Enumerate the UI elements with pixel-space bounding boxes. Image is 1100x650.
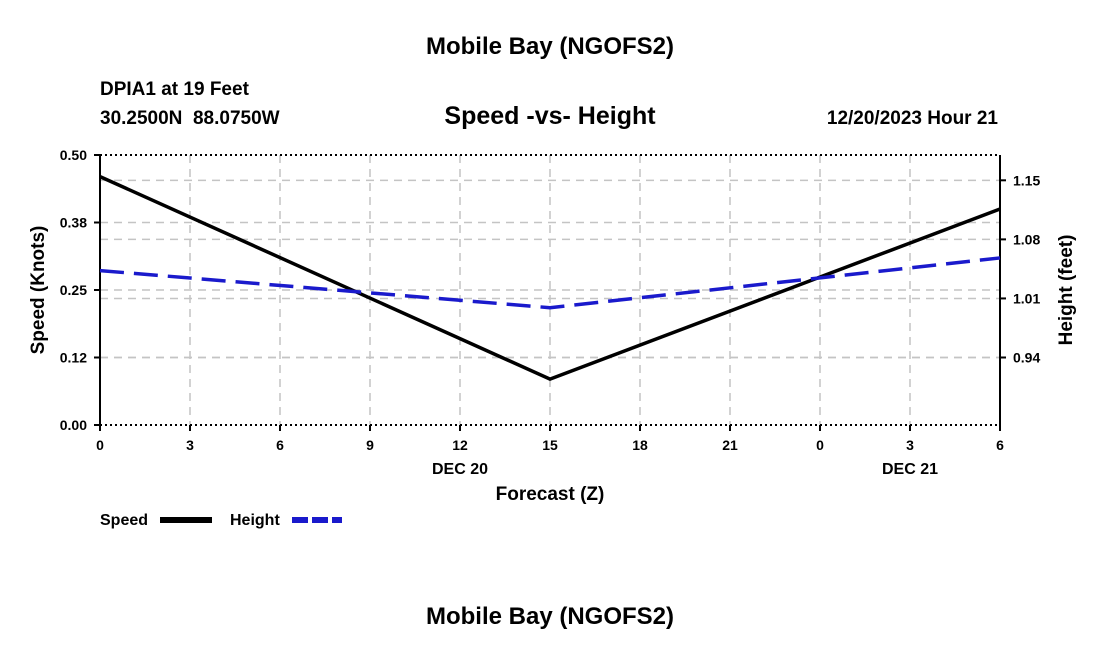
date-label: DEC 20 <box>432 461 488 478</box>
legend: Speed Height <box>100 512 342 529</box>
series-line-speed <box>99 175 1001 381</box>
series-lines <box>99 175 1001 381</box>
x-tick-label: 6 <box>996 437 1004 453</box>
x-tick-label: 3 <box>906 437 914 453</box>
y2-tick-label: 0.94 <box>1013 350 1040 366</box>
x-tick-label: 0 <box>816 437 824 453</box>
y2-tick-label: 1.01 <box>1013 290 1040 306</box>
y-tick-label: 0.50 <box>60 147 87 163</box>
y2-tick-label: 1.08 <box>1013 231 1040 247</box>
x-axis-label: Forecast (Z) <box>496 484 605 505</box>
coordinates-label: 30.2500N 88.0750W <box>100 108 280 129</box>
grid <box>100 155 1000 425</box>
footer-title: Mobile Bay (NGOFS2) <box>426 603 674 630</box>
x-tick-label: 6 <box>276 437 284 453</box>
x-tick-label: 15 <box>542 437 558 453</box>
y-tick-label: 0.00 <box>60 417 87 433</box>
x-tick-label: 9 <box>366 437 374 453</box>
y2-axis-label: Height (feet) <box>1056 235 1077 346</box>
legend-label-speed: Speed <box>100 512 148 529</box>
x-tick-label: 21 <box>722 437 738 453</box>
series-line-height <box>99 256 1001 310</box>
x-tick-label: 3 <box>186 437 194 453</box>
page-title: Mobile Bay (NGOFS2) <box>426 33 674 60</box>
date-label: DEC 21 <box>882 461 938 478</box>
forecast-datetime: 12/20/2023 Hour 21 <box>827 108 999 129</box>
y-tick-label: 0.12 <box>60 350 87 366</box>
chart-title: Speed -vs- Height <box>444 102 656 130</box>
y-tick-label: 0.38 <box>60 215 87 231</box>
x-tick-label: 0 <box>96 437 104 453</box>
x-tick-label: 12 <box>452 437 468 453</box>
axis-ticks: 0 3 6 9 12 15 18 21 0 3 6 DEC 20 DEC 21 0.00 0.12 0.25 0… <box>60 147 1041 478</box>
station-label: DPIA1 at 19 Feet <box>100 79 250 100</box>
y-tick-label: 0.25 <box>60 282 87 298</box>
y2-tick-label: 1.15 <box>1013 172 1040 188</box>
legend-label-height: Height <box>230 512 280 529</box>
y-axis-label: Speed (Knots) <box>28 226 49 355</box>
x-tick-label: 18 <box>632 437 648 453</box>
